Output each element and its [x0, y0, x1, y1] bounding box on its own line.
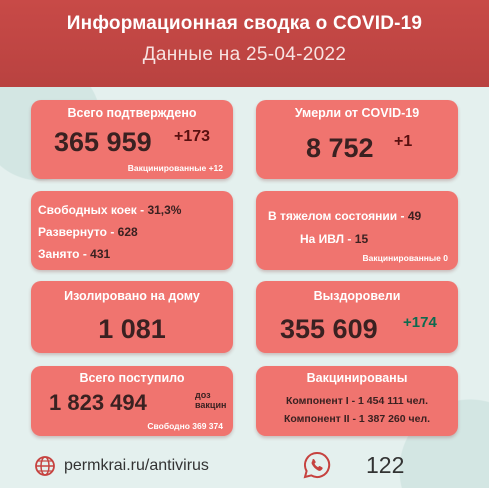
beds-deployed-label: Развернуто [38, 225, 107, 239]
beds-free-row: Свободных коек - 31,3% [38, 203, 182, 217]
isolated-value: 1 081 [98, 314, 166, 344]
beds-deployed-row: Развернуто - 628 [38, 225, 138, 239]
confirmed-card: Всего подтверждено 365 959 +173 Вакцинир… [31, 100, 233, 179]
beds-free-value: 31,3% [147, 203, 182, 217]
deaths-card: Умерли от COVID-19 8 752 +1 [256, 100, 458, 179]
ventilator-row: На ИВЛ - 15 [300, 232, 369, 246]
severe-vaccinated: Вакцинированные 0 [362, 253, 449, 263]
phone-icon [303, 451, 331, 479]
confirmed-value: 365 959 [54, 127, 152, 157]
severe-row: В тяжелом состоянии - 49 [268, 209, 422, 223]
isolated-label: Изолировано на дому [64, 289, 200, 303]
confirmed-vaccinated: Вакцинированные +12 [127, 163, 223, 173]
vaccinated-label: Вакцинированы [306, 371, 408, 385]
page-title: Информационная сводка о COVID-19 [66, 13, 423, 34]
beds-free-label: Свободных коек [38, 203, 137, 217]
isolated-card: Изолировано на дому 1 081 [31, 281, 233, 353]
severe-label: В тяжелом состоянии [268, 209, 398, 223]
doses-card: Всего поступило 1 823 494 доз вакцин Сво… [31, 366, 233, 436]
ventilator-label: На ИВЛ [300, 232, 345, 246]
confirmed-delta: +173 [174, 128, 211, 145]
doses-value: 1 823 494 [49, 390, 147, 415]
recovered-label: Выздоровели [313, 289, 401, 303]
confirmed-label: Всего подтверждено [67, 106, 197, 120]
severe-value: 49 [407, 209, 422, 223]
vaccinated-component1: Компонент I - 1 454 111 чел. [285, 395, 429, 407]
deaths-value: 8 752 [306, 133, 374, 163]
phone-number[interactable]: 122 [366, 452, 405, 478]
vaccinated-card: Вакцинированы Компонент I - 1 454 111 че… [256, 366, 458, 436]
doses-unit-line2: вакцин [195, 400, 227, 410]
header-banner: Информационная сводка о COVID-19 Данные … [0, 0, 489, 87]
beds-deployed-value: 628 [117, 225, 138, 239]
deaths-label: Умерли от COVID-19 [294, 106, 420, 120]
ventilator-value: 15 [354, 232, 369, 246]
doses-unit: доз вакцин [195, 390, 226, 410]
doses-free: Свободно 369 374 [147, 421, 223, 431]
doses-unit-line1: доз [195, 390, 211, 400]
website-link[interactable]: permkrai.ru/antivirus [64, 457, 209, 474]
beds-occupied-label: Занято [38, 247, 80, 261]
recovered-card: Выздоровели 355 609 +174 [256, 281, 458, 353]
severe-card: В тяжелом состоянии - 49 На ИВЛ - 15 Вак… [256, 191, 458, 270]
recovered-value: 355 609 [280, 314, 378, 344]
globe-icon [34, 455, 56, 477]
page-subtitle: Данные на 25-04-2022 [142, 44, 347, 65]
beds-occupied-row: Занято - 431 [38, 247, 111, 261]
beds-card: Свободных коек - 31,3% Развернуто - 628 … [31, 191, 233, 270]
recovered-delta: +174 [403, 314, 437, 331]
beds-occupied-value: 431 [90, 247, 111, 261]
doses-label: Всего поступило [79, 371, 185, 385]
deaths-delta: +1 [394, 133, 413, 150]
vaccinated-component2: Компонент II - 1 387 260 чел. [283, 413, 431, 425]
